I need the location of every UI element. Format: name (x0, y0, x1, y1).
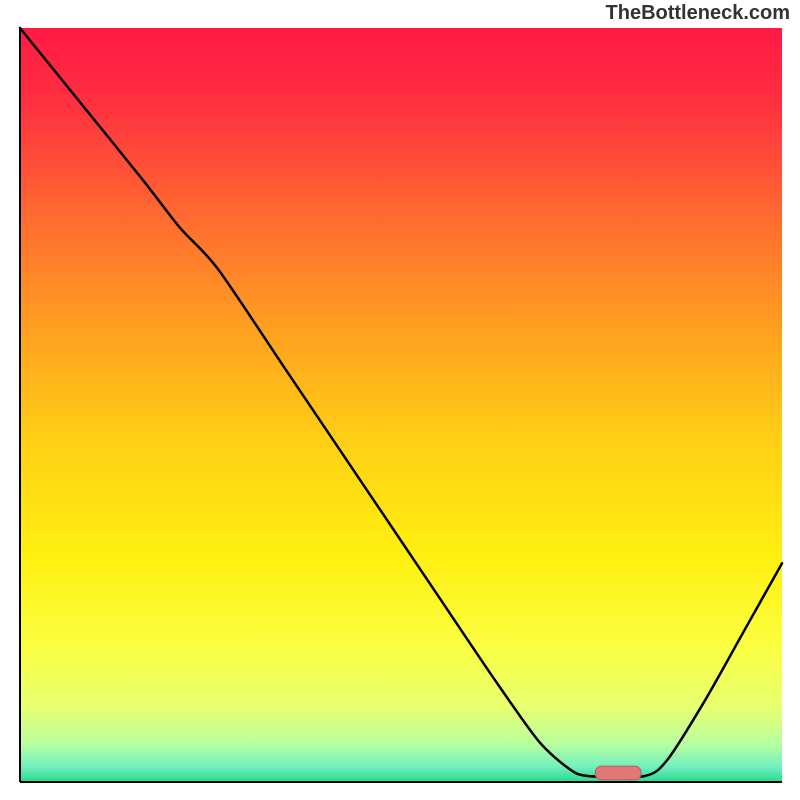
optimal-marker (595, 766, 641, 780)
plot-background (20, 28, 782, 782)
watermark-text: TheBottleneck.com (606, 2, 790, 25)
chart-container: TheBottleneck.com (0, 0, 800, 800)
bottleneck-chart (0, 0, 800, 800)
